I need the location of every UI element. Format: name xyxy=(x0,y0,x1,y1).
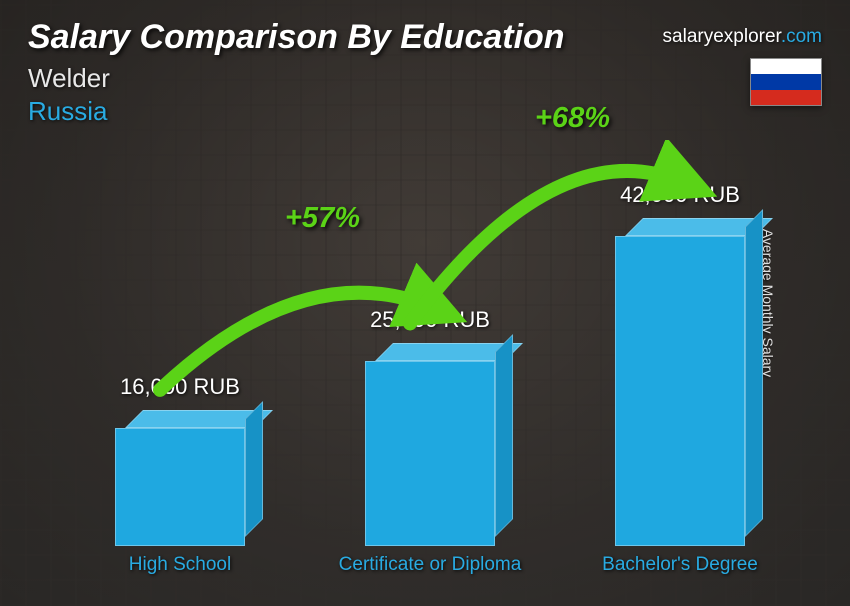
bar-side xyxy=(745,209,763,537)
bar-label: Bachelor's Degree xyxy=(580,554,780,576)
brand-name: salaryexplorer xyxy=(663,26,781,47)
bar-side xyxy=(495,334,513,537)
arc-label: +68% xyxy=(535,102,610,135)
country: Russia xyxy=(28,96,822,127)
bar-value: 42,000 RUB xyxy=(580,182,780,208)
brand-suffix: .com xyxy=(781,26,822,47)
arc-label: +57% xyxy=(285,202,360,235)
bar-front xyxy=(115,428,245,546)
bar-0: 16,000 RUBHigh School xyxy=(100,428,260,546)
bar-front xyxy=(615,236,745,546)
bar-label: Certificate or Diploma xyxy=(330,554,530,576)
bar-1: 25,000 RUBCertificate or Diploma xyxy=(350,361,510,546)
bar-value: 25,000 RUB xyxy=(330,307,530,333)
brand: salaryexplorer.com xyxy=(663,26,822,48)
bar-front xyxy=(365,361,495,546)
bar-2: 42,000 RUBBachelor's Degree xyxy=(600,236,760,546)
bar-value: 16,000 RUB xyxy=(80,374,280,400)
occupation: Welder xyxy=(28,63,822,94)
bar-chart: 16,000 RUBHigh School 25,000 RUBCertifica… xyxy=(60,140,770,546)
bar-label: High School xyxy=(80,554,280,576)
bar-side xyxy=(245,401,263,537)
flag-icon xyxy=(750,58,822,106)
